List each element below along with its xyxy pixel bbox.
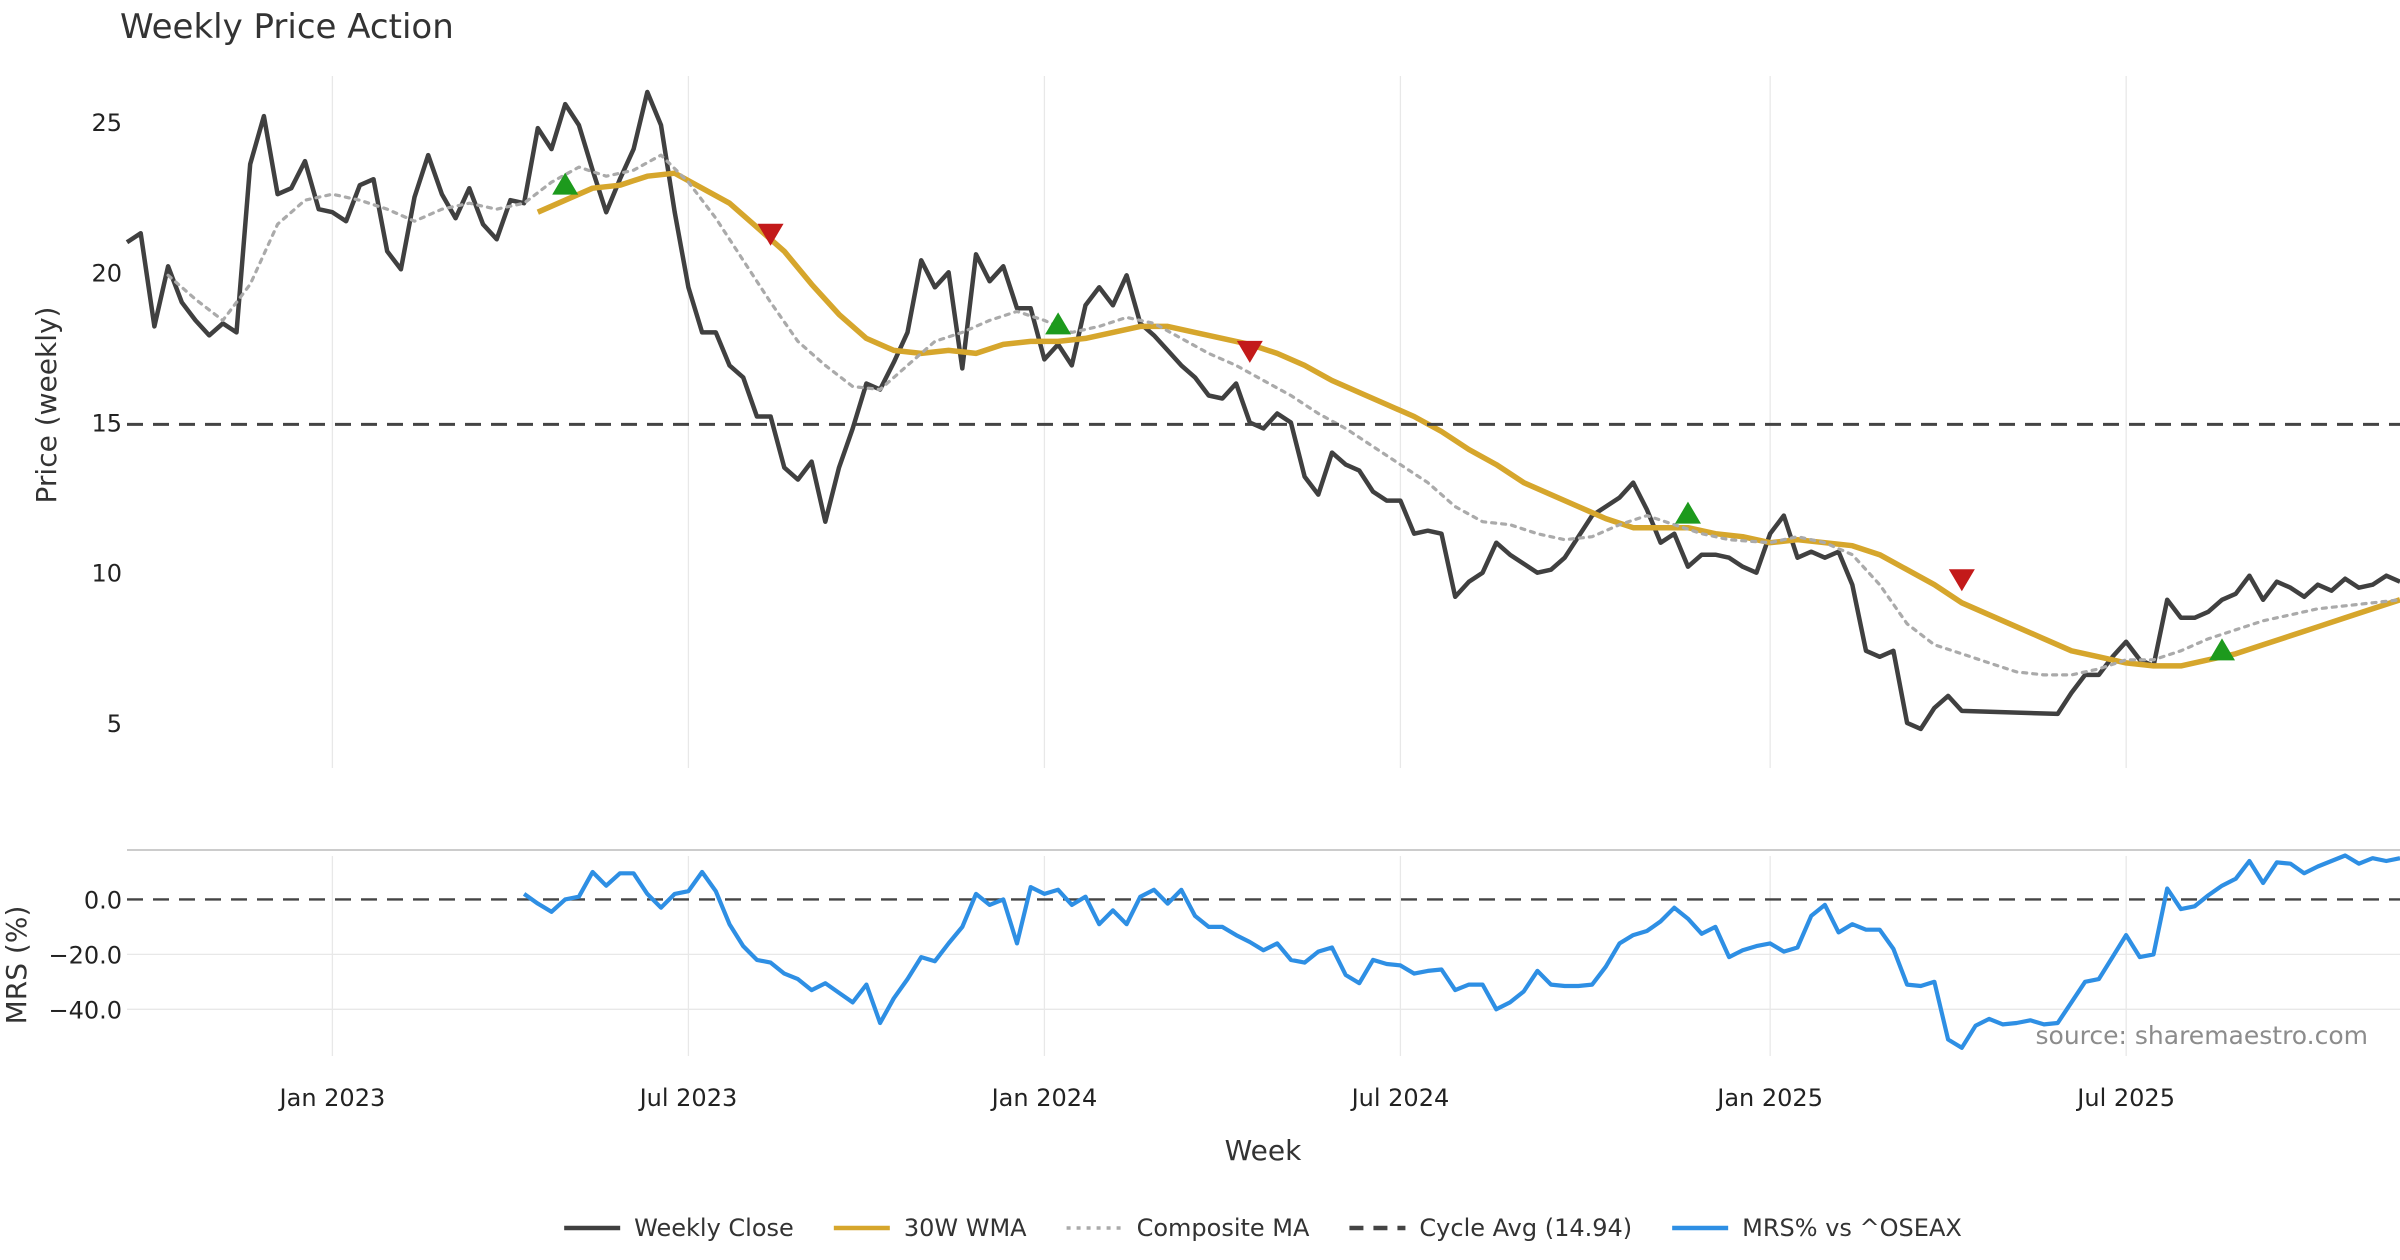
- mrs-y-tick-label: 0.0: [84, 886, 122, 914]
- mrs-y-tick-label: −20.0: [48, 941, 122, 969]
- x-tick-label: Jul 2023: [638, 1084, 738, 1112]
- sell-signal-marker: [757, 223, 784, 246]
- signal-markers: [552, 172, 2235, 661]
- price-y-ticks: 5 10 15 20 25: [91, 109, 122, 738]
- legend-label: MRS% vs ^OSEAX: [1742, 1214, 1962, 1242]
- x-tick-label: Jan 2024: [990, 1084, 1098, 1112]
- mrs-series: [522, 853, 2400, 1050]
- price-series: [125, 89, 2400, 732]
- buy-signal-marker: [552, 172, 579, 195]
- composite-ma-line: [166, 153, 2400, 677]
- x-tick-label: Jan 2025: [1715, 1084, 1823, 1112]
- sell-signal-marker: [1948, 569, 1975, 592]
- price-y-axis-title: Price (weekly): [30, 307, 63, 504]
- chart-title: Weekly Price Action: [120, 7, 454, 47]
- buy-signal-marker: [1045, 312, 1072, 335]
- price-y-tick-label: 15: [91, 410, 122, 438]
- sell-signal-marker: [1236, 340, 1263, 363]
- price-y-tick-label: 10: [91, 560, 122, 588]
- x-tick-label: Jan 2023: [278, 1084, 386, 1112]
- x-ticks: Jan 2023 Jul 2023 Jan 2024 Jul 2024 Jan 2025…: [278, 1084, 2175, 1112]
- x-tick-label: Jul 2025: [2075, 1084, 2175, 1112]
- legend-label: 30W WMA: [904, 1214, 1027, 1242]
- mrs-y-tick-label: −40.0: [48, 996, 122, 1024]
- mrs-grid: [127, 856, 2400, 1056]
- price-y-tick-label: 25: [91, 109, 122, 137]
- price-grid: [331, 76, 2127, 768]
- weekly-close-line: [125, 89, 2400, 732]
- x-tick-label: Jul 2024: [1350, 1084, 1450, 1112]
- legend-label: Composite MA: [1137, 1214, 1310, 1242]
- source-note: source: sharemaestro.com: [2036, 1021, 2369, 1050]
- legend: Weekly Close 30W WMA Composite MA Cycle Avg…: [564, 1214, 1962, 1242]
- legend-label: Cycle Avg (14.94): [1419, 1214, 1632, 1242]
- 30w-wma-line: [536, 170, 2400, 669]
- mrs-y-ticks: 0.0 −20.0 −40.0: [48, 886, 122, 1024]
- price-y-tick-label: 5: [107, 710, 122, 738]
- legend-label: Weekly Close: [634, 1214, 794, 1242]
- price-y-tick-label: 20: [91, 259, 122, 287]
- mrs-line: [522, 853, 2400, 1050]
- buy-signal-marker: [1674, 501, 1701, 524]
- mrs-y-axis-title: MRS (%): [0, 906, 33, 1025]
- x-axis-title: Week: [1225, 1134, 1302, 1167]
- buy-signal-marker: [2208, 638, 2235, 661]
